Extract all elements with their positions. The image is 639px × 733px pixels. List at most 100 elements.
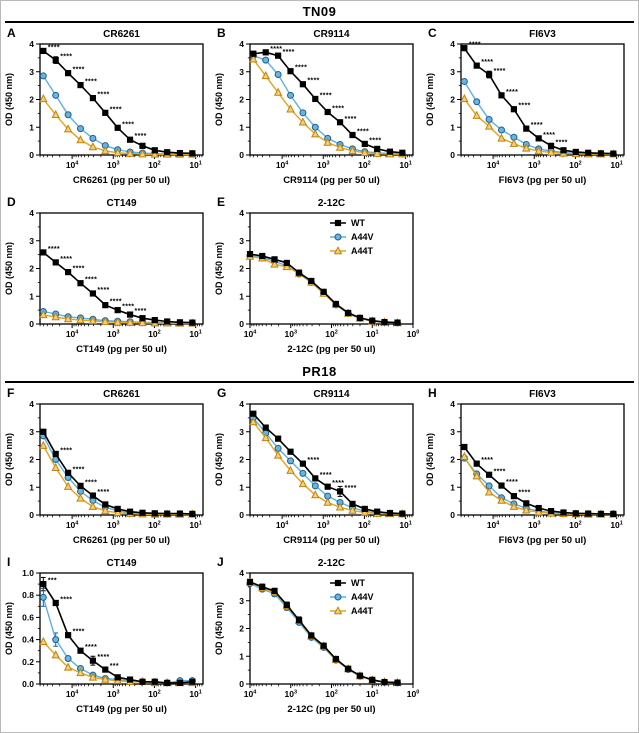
svg-text:103: 103 xyxy=(285,689,298,699)
y-axis-title: OD (450 nm) xyxy=(4,73,14,126)
svg-text:104: 104 xyxy=(244,689,257,699)
series-A44V xyxy=(246,580,402,687)
x-axis-title: CR9114 (pg per 50 ul) xyxy=(284,175,381,186)
svg-text:102: 102 xyxy=(569,520,582,530)
svg-text:101: 101 xyxy=(366,329,379,339)
svg-text:****: **** xyxy=(530,122,542,129)
svg-text:****: **** xyxy=(308,457,320,464)
svg-text:104: 104 xyxy=(276,160,289,170)
series-A44T xyxy=(246,577,403,686)
svg-text:****: **** xyxy=(320,472,332,479)
svg-text:****: **** xyxy=(97,654,109,661)
section-title-tn09: TN09 xyxy=(5,2,634,23)
svg-text:102: 102 xyxy=(148,329,161,339)
svg-text:3: 3 xyxy=(29,236,34,246)
svg-text:0: 0 xyxy=(240,150,245,160)
svg-text:****: **** xyxy=(110,299,122,306)
panel-A: A CR6261 0 1 2 3 4 OD (450 nm) 104 103 102 101 CR626… xyxy=(4,24,214,193)
svg-text:****: **** xyxy=(271,46,283,53)
x-axis: 104 103 102 101 xyxy=(460,155,624,170)
panel-letter: E xyxy=(217,195,225,209)
y-axis: 0 1 2 3 4 xyxy=(450,399,461,520)
y-axis: 0 1 2 3 4 xyxy=(240,399,251,520)
svg-text:3: 3 xyxy=(240,236,245,246)
plot-frame xyxy=(39,403,204,516)
svg-text:103: 103 xyxy=(107,160,120,170)
svg-text:101: 101 xyxy=(610,520,623,530)
svg-text:0.0: 0.0 xyxy=(22,679,34,689)
chart-title: FI6V3 xyxy=(529,389,556,400)
svg-text:100: 100 xyxy=(407,689,420,699)
svg-text:0: 0 xyxy=(450,510,455,520)
svg-text:2: 2 xyxy=(240,264,245,274)
series-WT xyxy=(247,250,401,326)
x-axis: 104 103 102 101 xyxy=(39,684,203,699)
svg-text:****: **** xyxy=(295,65,307,72)
chart-H: H FI6V3 0 1 2 3 4 OD (450 nm) 104 103 102 101 FI6V3 … xyxy=(425,386,625,546)
y-axis: 0 1 2 3 4 xyxy=(29,39,40,160)
svg-text:4: 4 xyxy=(240,399,245,409)
plot-frame xyxy=(249,212,414,325)
svg-text:0: 0 xyxy=(240,679,245,689)
svg-text:1: 1 xyxy=(29,482,34,492)
x-axis-title: FI6V3 (pg per 50 ul) xyxy=(498,535,586,546)
svg-text:104: 104 xyxy=(276,520,289,530)
chart-title: CT149 xyxy=(106,198,136,209)
svg-text:****: **** xyxy=(85,79,97,86)
svg-text:104: 104 xyxy=(66,520,79,530)
panel-letter: G xyxy=(217,386,226,400)
svg-text:****: **** xyxy=(122,121,134,128)
series-WT xyxy=(40,580,196,686)
svg-text:***: *** xyxy=(48,578,57,585)
svg-text:2: 2 xyxy=(29,95,34,105)
chart-title: CR9114 xyxy=(314,29,351,40)
section-title-pr18: PR18 xyxy=(5,362,634,383)
svg-text:****: **** xyxy=(320,92,332,99)
x-axis: 104 103 102 101 xyxy=(39,515,203,530)
y-axis-title: OD (450 nm) xyxy=(4,242,14,295)
x-axis: 104 103 102 101 xyxy=(250,515,413,530)
svg-text:****: **** xyxy=(370,137,382,144)
x-axis-title: 2-12C (pg per 50 ul) xyxy=(288,704,376,715)
significance-stars: **** ******************************** xyxy=(271,46,382,145)
svg-text:101: 101 xyxy=(189,160,202,170)
svg-text:2: 2 xyxy=(450,455,455,465)
svg-text:****: **** xyxy=(85,644,97,651)
panel-letter: J xyxy=(217,555,224,569)
svg-text:101: 101 xyxy=(400,160,413,170)
svg-text:103: 103 xyxy=(317,520,330,530)
y-axis: 0 1 2 3 4 xyxy=(450,39,461,160)
panel-I: I CT149 0.0 0.2 0.4 0.6 0.8 1.0 OD (450 nm) 104 10… xyxy=(4,553,214,722)
svg-text:****: **** xyxy=(506,89,518,96)
svg-text:102: 102 xyxy=(326,329,339,339)
y-axis: 0.0 0.2 0.4 0.6 0.8 1.0 xyxy=(22,568,40,689)
series-WT xyxy=(460,45,617,157)
chart-title: 2-12C xyxy=(318,558,345,569)
y-axis: 0 1 2 3 4 xyxy=(29,208,40,329)
svg-text:3: 3 xyxy=(240,596,245,606)
svg-text:****: **** xyxy=(97,92,109,99)
svg-text:****: **** xyxy=(333,480,345,487)
svg-text:2: 2 xyxy=(450,95,455,105)
chart-title: CR6261 xyxy=(103,389,140,400)
panel-letter: C xyxy=(428,26,437,40)
svg-text:3: 3 xyxy=(240,67,245,77)
panel-C: C FI6V3 0 1 2 3 4 OD (450 nm) 104 103 102 101 FI6V3 … xyxy=(425,24,635,193)
svg-text:****: **** xyxy=(333,105,345,112)
series-WT xyxy=(40,249,196,326)
svg-text:****: **** xyxy=(357,129,369,136)
x-axis-title: CR9114 (pg per 50 ul) xyxy=(284,535,381,546)
y-axis: 0 1 2 3 4 xyxy=(29,399,40,520)
y-axis-title: OD (450 nm) xyxy=(214,242,224,295)
svg-text:101: 101 xyxy=(400,520,413,530)
svg-text:WT: WT xyxy=(351,578,365,588)
series-WT xyxy=(40,428,196,517)
svg-text:102: 102 xyxy=(569,160,582,170)
svg-text:101: 101 xyxy=(366,689,379,699)
svg-text:****: **** xyxy=(308,78,320,85)
panel-G: G CR9114 0 1 2 3 4 OD (450 nm) 104 103 102 101 CR911… xyxy=(214,384,424,553)
series-A44V xyxy=(39,72,196,158)
series-A44V xyxy=(39,432,196,518)
x-axis-title: CT149 (pg per 50 ul) xyxy=(76,344,167,355)
